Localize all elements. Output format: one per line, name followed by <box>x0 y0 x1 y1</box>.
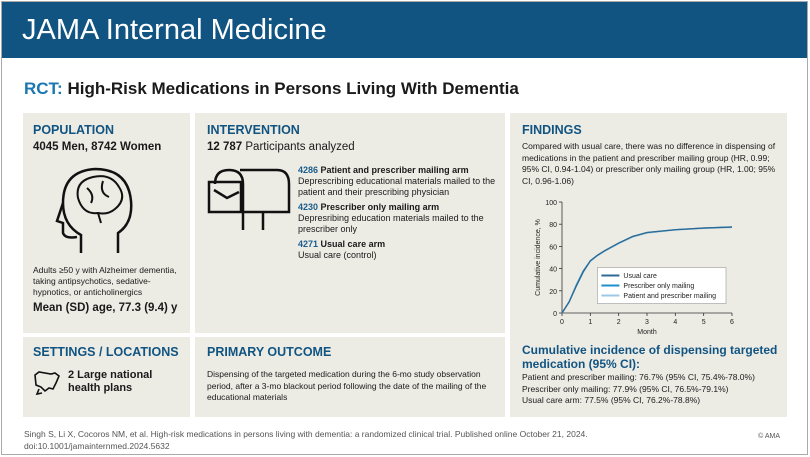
ci-list: Patient and prescriber mailing: 76.7% (9… <box>522 372 755 407</box>
y-tick-label: 60 <box>549 244 557 251</box>
y-tick-label: 0 <box>553 311 557 318</box>
findings-panel: FINDINGS Compared with usual care, there… <box>510 113 787 417</box>
population-age: Mean (SD) age, 77.3 (9.4) y <box>33 302 178 314</box>
y-axis-label: Cumulative incidence, % <box>535 219 542 296</box>
citation: Singh S, Li X, Cocoros NM, et al. High-r… <box>24 428 588 452</box>
primary-outcome-heading: PRIMARY OUTCOME <box>207 345 332 359</box>
primary-outcome-text: Dispensing of the targeted medication du… <box>207 369 487 402</box>
title-prefix: RCT: <box>24 79 63 98</box>
arm-3: 4271 Usual care arm Usual care (control) <box>298 239 386 260</box>
primary-outcome-panel: PRIMARY OUTCOME Dispensing of the target… <box>195 337 505 417</box>
copyright: © AMA <box>758 433 780 440</box>
doi: doi:10.1001/jamainternmed.2024.5632 <box>24 441 170 451</box>
journal-title: JAMA Internal Medicine <box>22 14 327 46</box>
arm-1: 4286 Patient and prescriber mailing arm D… <box>298 165 496 197</box>
population-panel: POPULATION 4045 Men, 8742 Women Adults ≥… <box>23 113 190 333</box>
arm-2: 4230 Prescriber only mailing arm Depresri… <box>298 202 484 234</box>
x-tick-label: 0 <box>560 319 564 326</box>
total-label: Participants analyzed <box>245 141 355 153</box>
legend-label: Usual care <box>623 273 657 280</box>
settings-panel: SETTINGS / LOCATIONS 2 Large national he… <box>23 337 190 417</box>
cumulative-incidence-chart: 0 20 40 60 80 100 0 1 2 3 4 5 6 Month Cumulative incid… <box>535 200 734 336</box>
x-axis-label: Month <box>637 329 657 336</box>
x-tick-label: 4 <box>673 319 677 326</box>
x-tick-label: 6 <box>730 319 734 326</box>
settings-heading: SETTINGS / LOCATIONS <box>33 345 179 359</box>
mailbox-icon <box>207 168 291 230</box>
y-tick-label: 100 <box>545 200 557 207</box>
citation-text: Singh S, Li X, Cocoros NM, et al. High-r… <box>24 429 588 439</box>
legend-label: Patient and prescriber mailing <box>623 293 716 300</box>
x-tick-label: 2 <box>617 319 621 326</box>
ci-line: Usual care arm: 77.5% (95% CI, 76.2%-78.… <box>522 395 701 405</box>
x-tick-label: 5 <box>702 319 706 326</box>
x-tick-label: 3 <box>645 319 649 326</box>
title-text: High-Risk Medications in Persons Living … <box>67 79 519 98</box>
population-description: Adults ≥50 y with Alzheimer dementia, ta… <box>33 265 177 297</box>
legend-label: Prescriber only mailing <box>623 283 694 290</box>
y-tick-label: 80 <box>549 222 557 229</box>
y-tick-label: 20 <box>549 289 557 296</box>
ci-heading: Cumulative incidence of dispensing targe… <box>522 343 778 371</box>
series-line <box>561 226 733 314</box>
intervention-panel: INTERVENTION 12 787 Participants analyze… <box>195 113 505 333</box>
settings-text: 2 Large national health plans <box>68 369 153 394</box>
total-participants: 12 787 <box>207 141 243 153</box>
population-heading: POPULATION <box>33 123 115 137</box>
findings-text: Compared with usual care, there was no d… <box>522 141 776 186</box>
ci-line: Prescriber only mailing: 77.9% (95% CI, … <box>522 383 729 394</box>
intervention-heading: INTERVENTION <box>207 123 300 137</box>
us-map-icon <box>34 371 60 396</box>
head-brain-icon <box>55 167 133 253</box>
population-headline: 4045 Men, 8742 Women <box>33 141 162 153</box>
findings-heading: FINDINGS <box>522 123 582 137</box>
page-title: RCT: High-Risk Medications in Persons Li… <box>24 79 519 99</box>
ci-line: Patient and prescriber mailing: 76.7% (9… <box>522 372 755 382</box>
x-tick-label: 1 <box>588 319 592 326</box>
journal-header: JAMA Internal Medicine <box>2 2 807 58</box>
y-tick-label: 40 <box>549 267 557 274</box>
